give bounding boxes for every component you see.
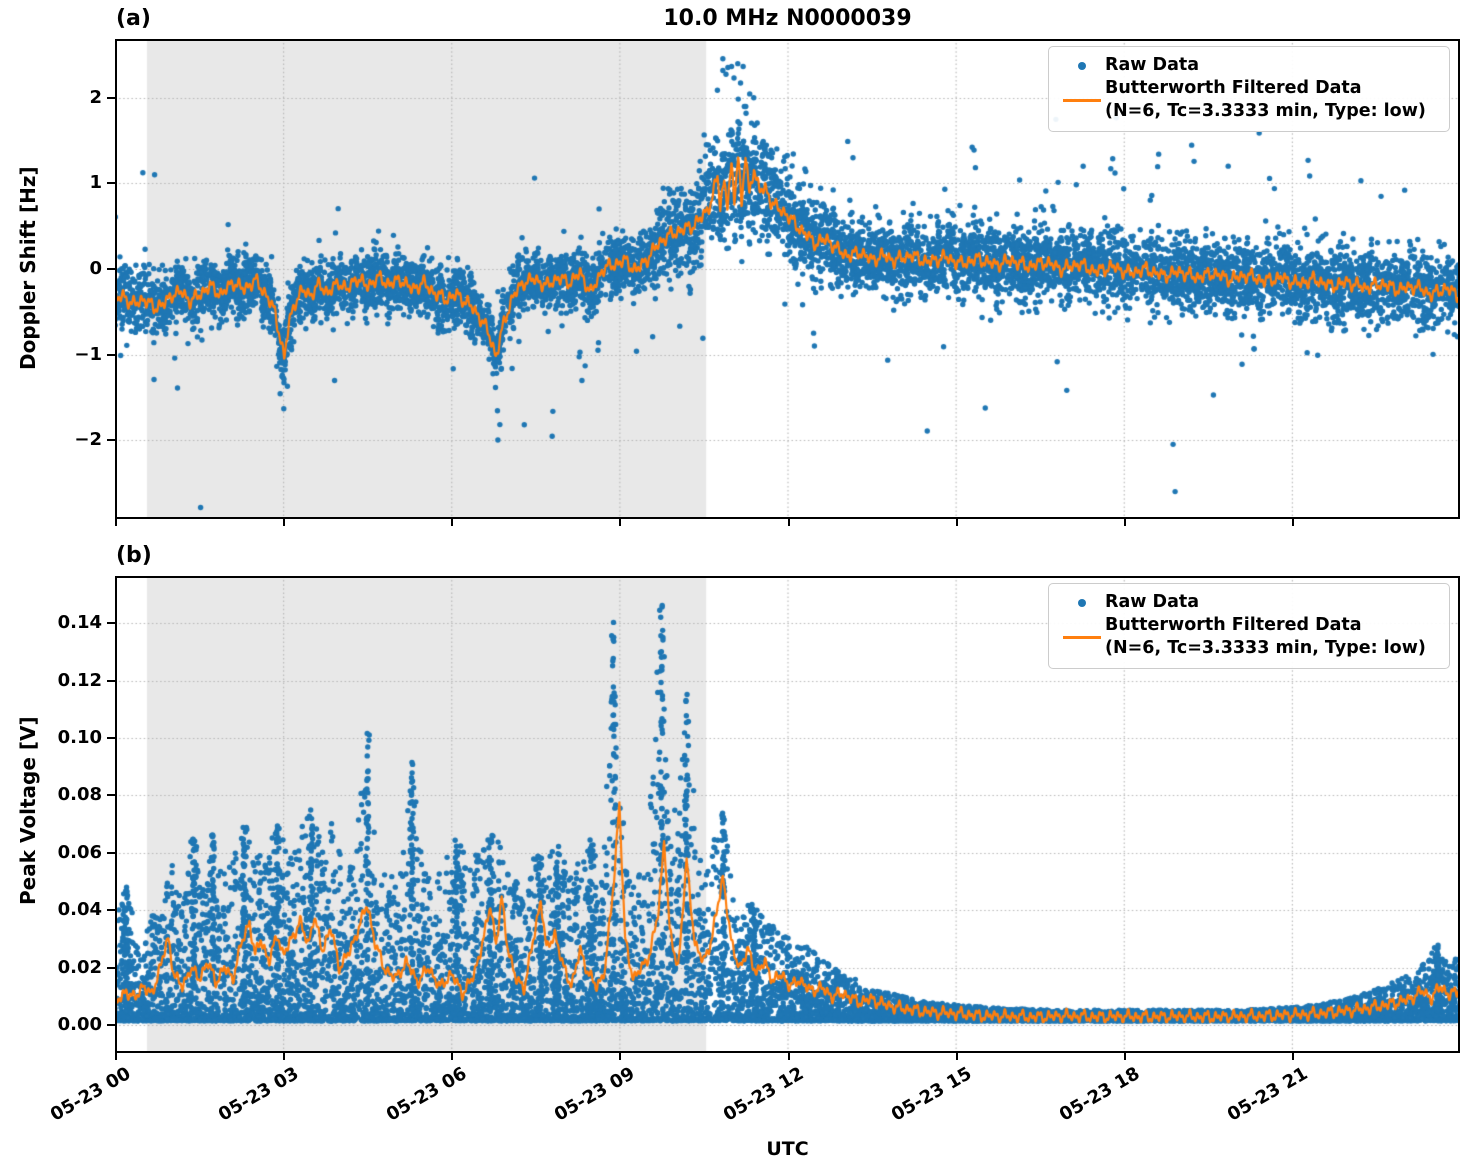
x-tick-mark <box>451 1053 453 1060</box>
y-tick-label: 0.00 <box>57 1014 102 1035</box>
panel-a-legend: Raw Data Butterworth Filtered Data (N=6,… <box>1048 46 1450 132</box>
y-tick-label: 0.06 <box>57 841 102 863</box>
y-tick-mark <box>107 268 115 270</box>
y-tick-label: 0.02 <box>57 956 102 978</box>
x-tick-mark <box>1124 519 1126 526</box>
x-tick-label: 05-23 21 <box>1223 1063 1312 1126</box>
x-tick-mark <box>788 519 790 526</box>
raw-data-marker-icon <box>1059 598 1105 607</box>
filtered-line-marker-icon <box>1059 98 1105 102</box>
x-tick-mark <box>956 1053 958 1060</box>
x-tick-label: 05-23 15 <box>887 1063 976 1126</box>
x-tick-mark <box>619 519 621 526</box>
x-tick-mark <box>956 519 958 526</box>
y-tick-label: 0.08 <box>57 784 102 806</box>
y-tick-label: 2 <box>89 86 102 108</box>
panel-b-legend: Raw Data Butterworth Filtered Data (N=6,… <box>1048 583 1450 669</box>
y-tick-mark <box>107 1024 115 1026</box>
x-tick-mark <box>451 519 453 526</box>
x-tick-mark <box>1292 519 1294 526</box>
x-tick-label: 05-23 00 <box>47 1063 135 1126</box>
legend-entry-raw: Raw Data <box>1059 591 1439 614</box>
legend-filtered-label: Butterworth Filtered Data (N=6, Tc=3.333… <box>1105 614 1426 660</box>
y-tick-mark <box>107 182 115 184</box>
filtered-line-marker-icon <box>1059 635 1105 639</box>
x-tick-label: 05-23 18 <box>1055 1063 1144 1126</box>
x-tick-mark <box>115 1053 117 1060</box>
x-tick-mark <box>1124 1053 1126 1060</box>
x-tick-mark <box>1292 1053 1294 1060</box>
y-tick-mark <box>107 354 115 356</box>
legend-filtered-title: Butterworth Filtered Data <box>1105 78 1362 98</box>
y-tick-label: 0.14 <box>57 612 102 634</box>
y-tick-label: 0 <box>89 258 102 280</box>
y-tick-label: 1 <box>89 172 102 194</box>
x-tick-label: 05-23 12 <box>719 1063 807 1126</box>
y-tick-mark <box>107 737 115 739</box>
legend-entry-filtered: Butterworth Filtered Data (N=6, Tc=3.333… <box>1059 614 1439 660</box>
legend-filtered-params: (N=6, Tc=3.3333 min, Type: low) <box>1105 101 1426 121</box>
y-tick-label: −2 <box>74 429 102 451</box>
y-tick-mark <box>107 852 115 854</box>
legend-filtered-params: (N=6, Tc=3.3333 min, Type: low) <box>1105 638 1426 658</box>
x-tick-mark <box>788 1053 790 1060</box>
x-tick-mark <box>619 1053 621 1060</box>
chart-title: 10.0 MHz N0000039 <box>663 6 912 31</box>
legend-raw-label: Raw Data <box>1105 55 1200 75</box>
y-tick-label: −1 <box>74 343 102 365</box>
legend-raw-label: Raw Data <box>1105 592 1200 612</box>
y-tick-mark <box>107 439 115 441</box>
x-tick-mark <box>283 519 285 526</box>
x-tick-mark <box>115 519 117 526</box>
panel-b-label: (b) <box>116 543 152 568</box>
x-tick-mark <box>283 1053 285 1060</box>
legend-filtered-label: Butterworth Filtered Data (N=6, Tc=3.333… <box>1105 77 1426 123</box>
y-tick-label: 0.10 <box>57 726 102 748</box>
y-tick-mark <box>107 622 115 624</box>
raw-data-marker-icon <box>1059 61 1105 70</box>
x-tick-label: 05-23 09 <box>551 1063 639 1126</box>
panel-b-ylabel: Peak Voltage [V] <box>16 716 40 905</box>
legend-entry-filtered: Butterworth Filtered Data (N=6, Tc=3.333… <box>1059 77 1439 123</box>
x-tick-label: 05-23 03 <box>215 1063 303 1126</box>
x-axis-label: UTC <box>766 1138 809 1160</box>
x-tick-label: 05-23 06 <box>383 1063 471 1126</box>
y-tick-mark <box>107 97 115 99</box>
y-tick-mark <box>107 967 115 969</box>
y-tick-mark <box>107 909 115 911</box>
panel-a-label: (a) <box>116 6 151 31</box>
y-tick-label: 0.12 <box>57 669 102 691</box>
legend-entry-raw: Raw Data <box>1059 54 1439 77</box>
legend-filtered-title: Butterworth Filtered Data <box>1105 615 1362 635</box>
y-tick-label: 0.04 <box>57 899 102 921</box>
y-tick-mark <box>107 680 115 682</box>
y-tick-mark <box>107 794 115 796</box>
